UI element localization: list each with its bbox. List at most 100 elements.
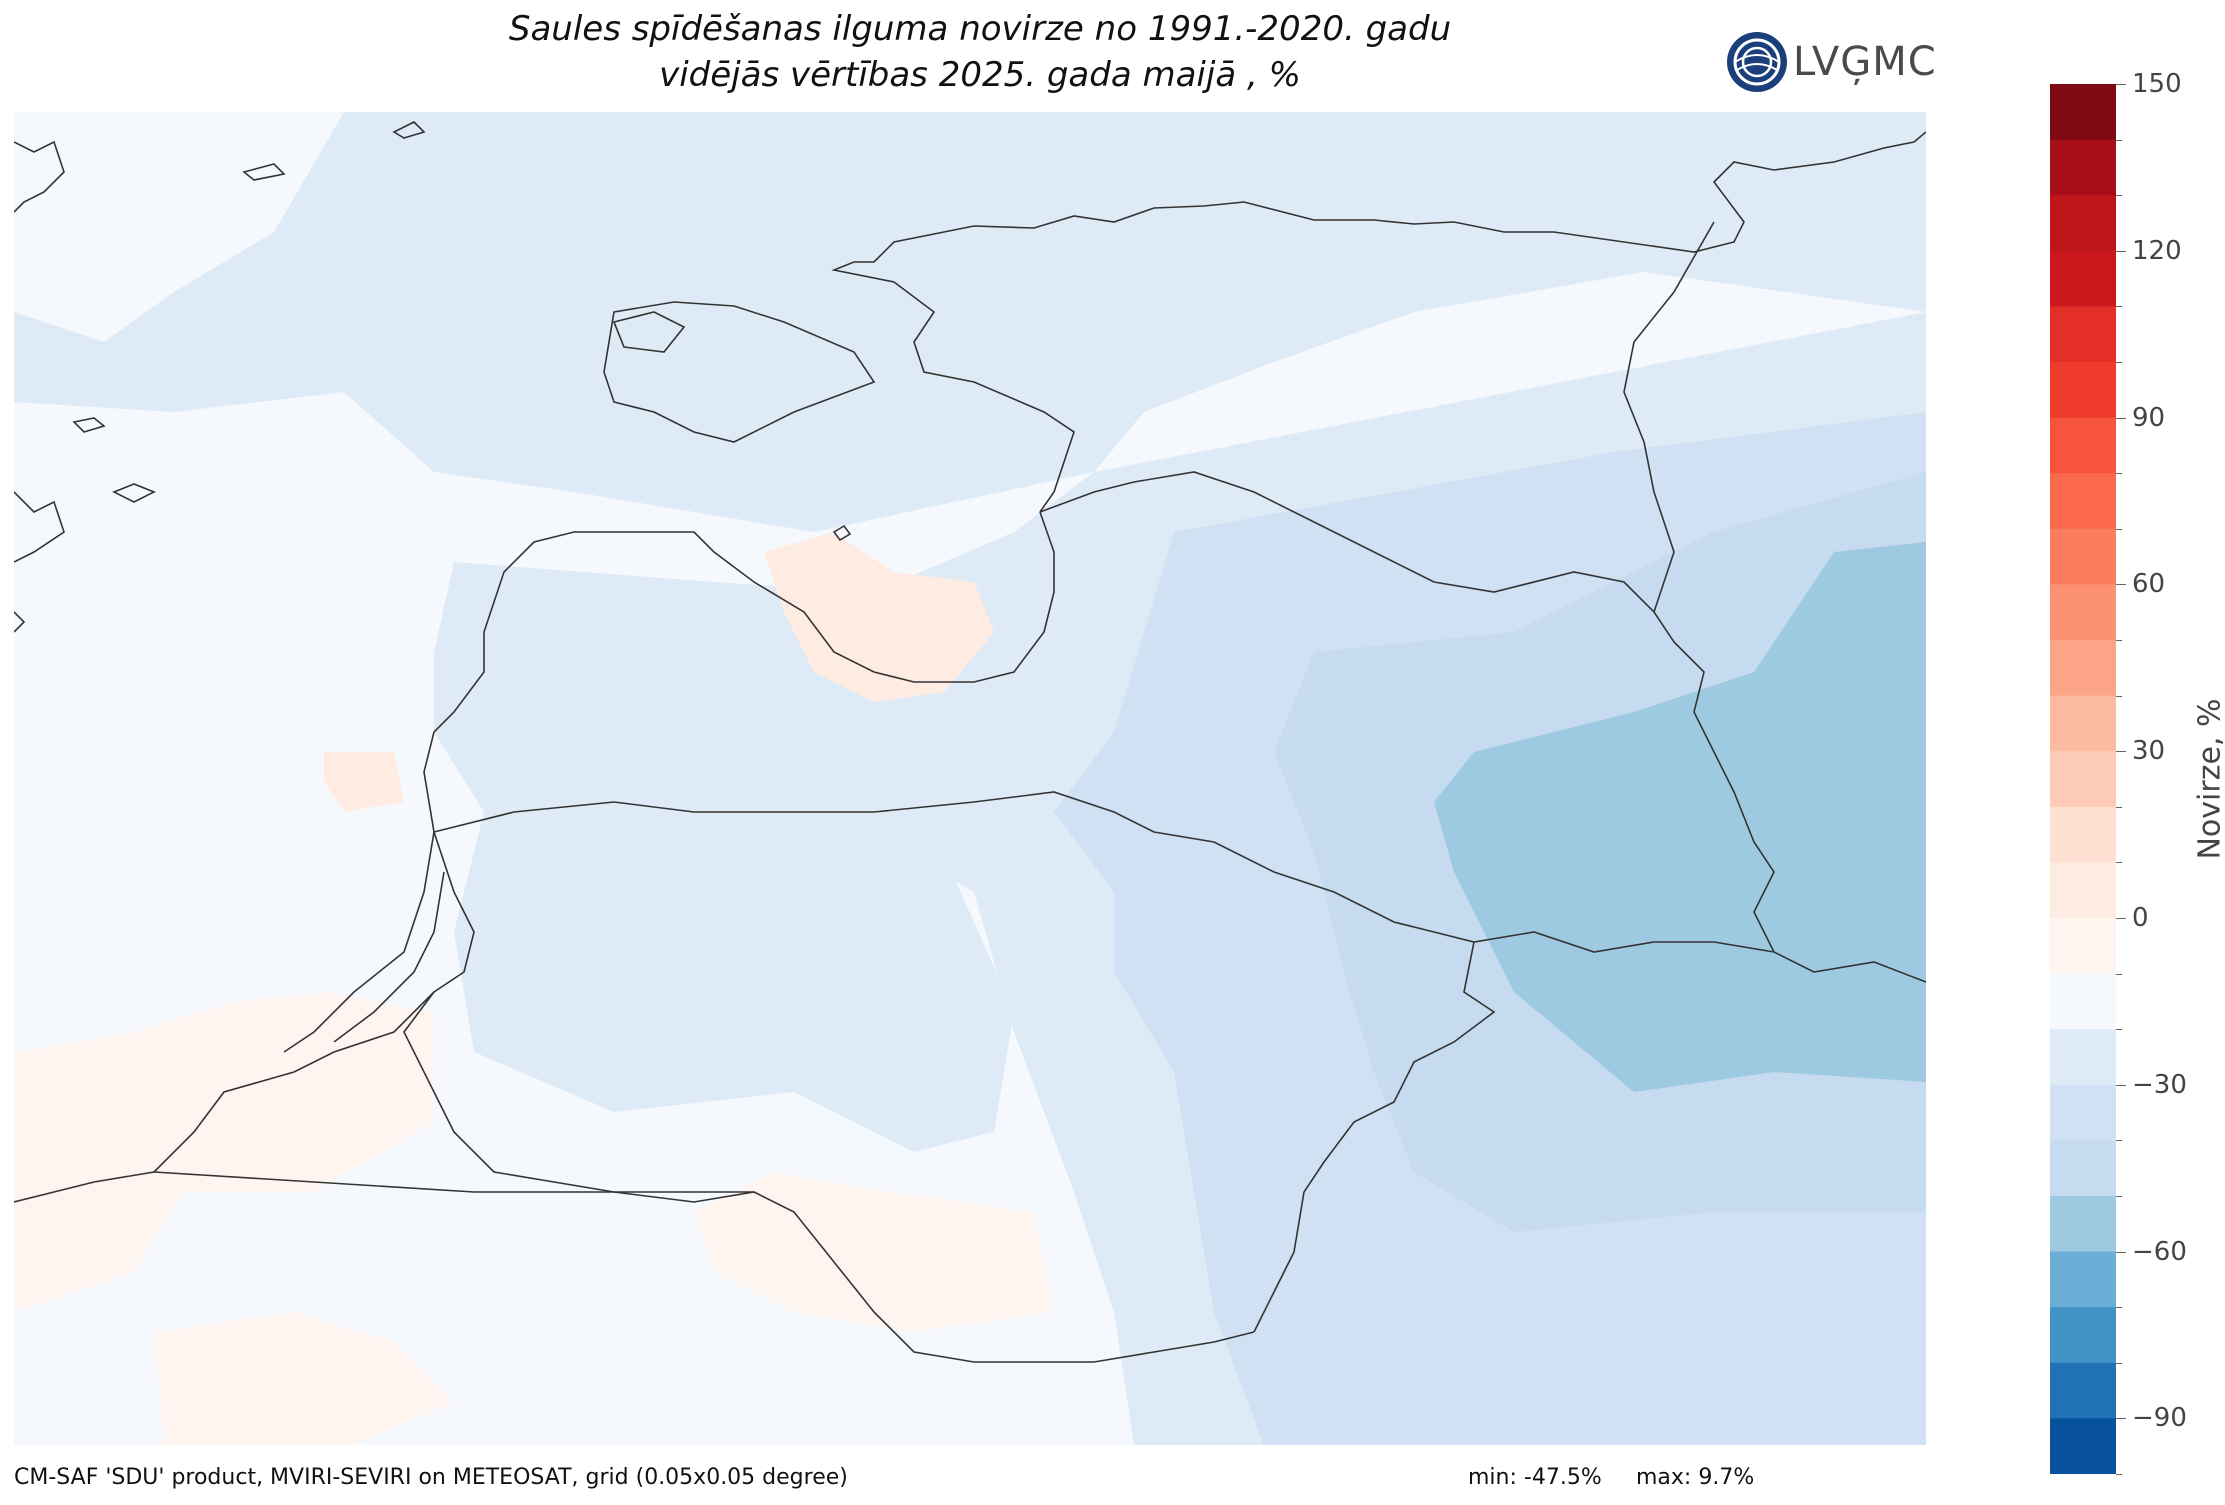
borders-coastlines — [14, 121, 1926, 1363]
colorbar-bin — [2050, 1362, 2116, 1419]
colorbar-bin — [2050, 1084, 2116, 1141]
colorbar-tick-mark-minor — [2116, 473, 2122, 475]
colorbar-bin — [2050, 1307, 2116, 1364]
colorbar-bin — [2050, 362, 2116, 419]
chart-title: Saules spīdēšanas ilguma novirze no 1991… — [0, 6, 1960, 98]
colorbar-tick-mark-minor — [2116, 195, 2122, 197]
colorbar-bin — [2050, 695, 2116, 752]
colorbar-bin — [2050, 528, 2116, 585]
coastline-gotland — [72, 417, 156, 503]
colorbar-bin — [2050, 84, 2116, 141]
logo-text: LVĢMC — [1793, 39, 1937, 85]
colorbar-tick-mark-minor — [2116, 1140, 2122, 1142]
colorbar-tick-mark-major — [2116, 751, 2126, 753]
colorbar-tick-label: −90 — [2132, 1403, 2187, 1434]
colorbar-tick-mark-major — [2116, 250, 2126, 252]
colorbar-tick-mark-major — [2116, 1251, 2126, 1253]
border-lithuania-poland — [873, 1311, 1255, 1363]
sunshine-anomaly-map — [14, 112, 1926, 1445]
colorbar-tick-mark-minor — [2116, 1474, 2122, 1475]
border-latvia-lithuania — [433, 791, 1775, 953]
colorbar-tick-label: 60 — [2132, 569, 2166, 600]
colorbar-tick-label: 120 — [2132, 235, 2182, 266]
colorbar-bin — [2050, 1029, 2116, 1086]
colorbar-bin — [2050, 973, 2116, 1030]
anomaly-zone-positive-southwest-2 — [154, 1312, 454, 1445]
colorbar-tick-mark-minor — [2116, 139, 2122, 141]
border-latvia-russia — [1653, 611, 1775, 953]
coastline-hiiumaa — [612, 311, 686, 353]
colorbar-bin — [2050, 473, 2116, 530]
colorbar-tick-label: 30 — [2132, 736, 2166, 767]
colorbar-tick-mark-major — [2116, 584, 2126, 586]
title-line-1: Saules spīdēšanas ilguma novirze no 1991… — [508, 9, 1452, 49]
colorbar — [2050, 84, 2116, 1474]
colorbar-tick-mark-minor — [2116, 1196, 2122, 1197]
colorbar-tick-mark-minor — [2116, 862, 2122, 864]
colorbar-tick-mark-minor — [2116, 973, 2122, 975]
colorbar-tick-mark-major — [2116, 417, 2126, 419]
colorbar-tick-mark-major — [2116, 1084, 2126, 1086]
anomaly-zone-positive-southwest — [14, 992, 434, 1312]
colorbar-tick-label: 0 — [2132, 903, 2149, 933]
lvgmc-globe-logo-icon — [1727, 32, 1787, 92]
coastline-poland — [14, 991, 435, 1203]
colorbar-bin — [2050, 584, 2116, 641]
anomaly-zone-light-blue-central — [434, 652, 1014, 1152]
colorbar-bin — [2050, 751, 2116, 808]
title-line-2: vidējās vērtības 2025. gada maijā , % — [659, 55, 1301, 95]
colorbar-bin — [2050, 139, 2116, 196]
colorbar-tick-mark-minor — [2116, 695, 2122, 697]
coastline-sweden — [14, 140, 65, 633]
border-estonia-russia — [1623, 221, 1715, 613]
coastline-curonian-spit — [283, 831, 445, 1053]
coastline-gulf-of-riga — [423, 511, 1055, 833]
colorbar-tick-label: −60 — [2132, 1236, 2187, 1267]
border-lithuania-belarus — [1253, 941, 1496, 1333]
anomaly-zone-light-blue-north — [14, 112, 1926, 532]
colorbar-tick-mark-minor — [2116, 1029, 2122, 1031]
colorbar-bin — [2050, 417, 2116, 474]
lvgmc-logo: LVĢMC — [1725, 30, 1945, 94]
data-source-note: CM-SAF 'SDU' product, MVIRI-SEVIRI on ME… — [14, 1465, 848, 1490]
colorbar-label: Novirze, % — [2192, 698, 2225, 860]
anomaly-zone-blue — [1434, 542, 1926, 1092]
colorbar-tick-mark-minor — [2116, 362, 2122, 363]
colorbar-tick-label: −30 — [2132, 1069, 2187, 1100]
border-east — [1773, 951, 1926, 983]
colorbar-bin — [2050, 918, 2116, 975]
anomaly-zone-positive-gulf-of-riga — [764, 532, 994, 702]
colorbar-bin — [2050, 1140, 2116, 1197]
coastline-islands-north — [242, 121, 426, 181]
anomaly-zone-positive-south — [694, 1172, 1054, 1332]
colorbar-tick-mark-minor — [2116, 1307, 2122, 1309]
colorbar-tick-mark-minor — [2116, 1362, 2122, 1364]
colorbar-bin — [2050, 1251, 2116, 1308]
colorbar-bin — [2050, 862, 2116, 919]
coastline-ruhnu — [832, 524, 852, 542]
colorbar-bin — [2050, 1196, 2116, 1253]
colorbar-bin — [2050, 806, 2116, 863]
colorbar-tick-label: 90 — [2132, 402, 2166, 433]
anomaly-zone-positive-coast — [324, 752, 404, 812]
colorbar-tick-mark-major — [2116, 1418, 2126, 1420]
colorbar-tick-mark-minor — [2116, 528, 2122, 530]
max-value: max: 9.7% — [1636, 1465, 1755, 1490]
colorbar-tick-mark-major — [2116, 84, 2126, 85]
colorbar-tick-label: 150 — [2132, 69, 2182, 99]
colorbar-bin — [2050, 195, 2116, 252]
border-kaliningrad — [403, 831, 875, 1313]
colorbar-bins — [2050, 84, 2116, 1474]
colorbar-tick-mark-minor — [2116, 806, 2122, 808]
colorbar-tick-mark-major — [2116, 918, 2126, 919]
colorbar-tick-mark-minor — [2116, 640, 2122, 641]
min-value: min: -47.5% — [1468, 1465, 1602, 1490]
colorbar-bin — [2050, 1418, 2116, 1474]
colorbar-bin — [2050, 250, 2116, 307]
colorbar-tick-mark-minor — [2116, 306, 2122, 308]
coastline-saaremaa — [603, 301, 876, 443]
coastline-estonia-north — [831, 131, 1926, 513]
colorbar-bin — [2050, 306, 2116, 363]
border-kaliningrad-poland — [153, 1171, 754, 1193]
colorbar-bin — [2050, 640, 2116, 697]
